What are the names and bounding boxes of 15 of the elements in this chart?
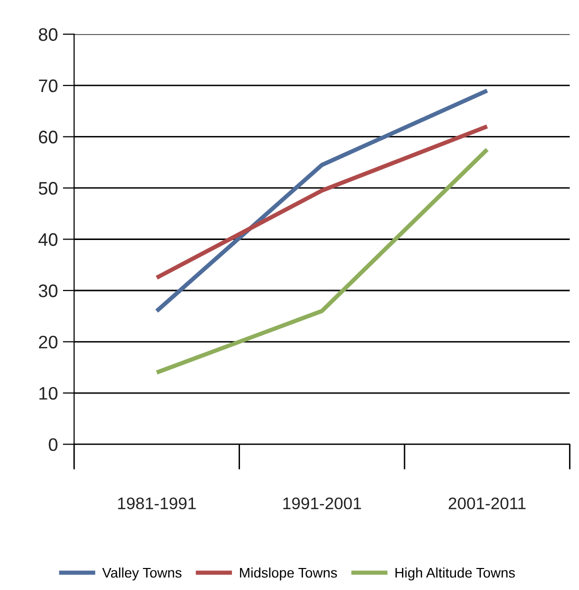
x-tick-label: 1981-1991 xyxy=(118,497,196,510)
y-tick-label: 50 xyxy=(38,182,58,195)
legend-label: Valley Towns xyxy=(102,567,182,580)
x-tick-label: 1991-2001 xyxy=(283,497,361,510)
y-tick-label: 10 xyxy=(39,386,58,400)
y-tick-label: 0 xyxy=(48,438,58,451)
y-tick-label: 80 xyxy=(38,28,58,41)
y-tick-label: 40 xyxy=(38,233,58,246)
y-tick-label: 70 xyxy=(38,79,58,92)
x-tick-label: 2001-2011 xyxy=(448,497,526,510)
legend-label: High Altitude Towns xyxy=(396,567,515,580)
legend-label: Midslope Towns xyxy=(240,567,337,580)
y-tick-label: 60 xyxy=(38,130,58,144)
y-tick-label: 20 xyxy=(38,336,58,348)
y-tick-label: 30 xyxy=(38,284,58,298)
